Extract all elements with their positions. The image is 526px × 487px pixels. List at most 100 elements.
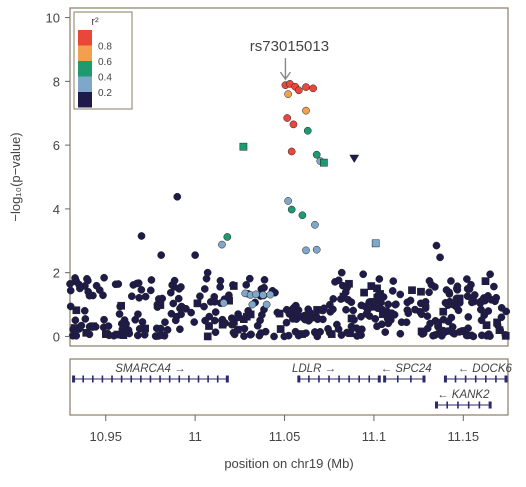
legend-tick-label: 0.6 bbox=[98, 57, 112, 68]
gene-exon bbox=[396, 375, 399, 383]
gene-exon bbox=[338, 375, 340, 383]
snp-point bbox=[333, 320, 341, 329]
gene-label: ← DOCK6 bbox=[458, 363, 513, 375]
gene-exon bbox=[140, 375, 142, 383]
legend-swatch bbox=[78, 92, 92, 108]
snp-point bbox=[302, 329, 310, 338]
snp-point bbox=[384, 300, 393, 309]
snp-point bbox=[439, 307, 448, 316]
gene-label: ← SPC24 bbox=[381, 363, 432, 375]
y-tick-label: 8 bbox=[53, 74, 60, 89]
snp-point-highlight bbox=[302, 106, 310, 115]
snp-point bbox=[431, 331, 439, 339]
snp-point bbox=[100, 273, 108, 282]
gene-exon bbox=[111, 375, 113, 383]
snp-point bbox=[72, 276, 80, 285]
gene-label: LDLR → bbox=[292, 363, 336, 375]
snp-point bbox=[246, 330, 255, 339]
snp-point bbox=[75, 325, 83, 333]
snp-point bbox=[88, 323, 97, 331]
snp-point bbox=[218, 320, 227, 329]
snp-point bbox=[230, 317, 238, 326]
snp-point bbox=[373, 322, 381, 331]
snp-point bbox=[329, 295, 338, 303]
snp-point-highlight bbox=[223, 233, 232, 241]
snp-point bbox=[384, 309, 393, 318]
snp-point bbox=[177, 283, 185, 291]
snp-point bbox=[486, 270, 494, 279]
snp-point bbox=[256, 329, 265, 337]
snp-point bbox=[200, 302, 208, 311]
snp-point bbox=[339, 281, 347, 290]
snp-point bbox=[349, 306, 358, 315]
gene-exon bbox=[446, 401, 449, 409]
snp-point bbox=[417, 327, 426, 336]
gene: ← KANK2 bbox=[434, 389, 492, 409]
gene-exon bbox=[318, 375, 320, 383]
snp-point bbox=[444, 317, 453, 326]
snp-point-highlight bbox=[312, 150, 321, 159]
gene-exon bbox=[207, 375, 209, 383]
snp-point bbox=[411, 305, 419, 314]
x-tick-label: 11.1 bbox=[362, 429, 386, 444]
snp-point bbox=[170, 276, 179, 285]
gene: ← DOCK6 bbox=[443, 363, 513, 383]
snp-point bbox=[326, 307, 335, 316]
snp-point bbox=[284, 331, 293, 340]
snp-point bbox=[482, 321, 491, 330]
snp-point bbox=[167, 309, 176, 318]
snp-point bbox=[196, 292, 204, 301]
gene-track: SMARCA4 → LDLR → ← SPC24 ← DOCK6 ← KANK2 bbox=[69, 358, 513, 416]
snp-point bbox=[336, 295, 345, 303]
gene-exon bbox=[464, 375, 467, 383]
x-tick-label: 11 bbox=[188, 429, 202, 444]
x-axis-label: position on chr19 (Mb) bbox=[224, 456, 353, 471]
snp-point bbox=[334, 276, 343, 285]
snp-point bbox=[111, 280, 120, 289]
gene-exon bbox=[225, 375, 229, 383]
snp-point bbox=[72, 306, 81, 315]
snp-point bbox=[294, 331, 303, 340]
gene-exon bbox=[130, 375, 133, 383]
r2-legend: r² 0.8 0.6 0.4 0.2 bbox=[73, 11, 133, 110]
snp-point bbox=[455, 294, 464, 303]
snp-point bbox=[441, 298, 450, 307]
legend-swatch bbox=[78, 61, 92, 77]
gene-exon bbox=[91, 375, 94, 383]
snp-point bbox=[480, 294, 488, 302]
snp-point bbox=[496, 326, 505, 334]
snp-point-highlight bbox=[248, 300, 257, 309]
snp-point-highlight bbox=[266, 290, 275, 299]
gene-exon bbox=[297, 375, 301, 383]
snp-point bbox=[122, 324, 130, 333]
x-tick-label: 10.95 bbox=[89, 429, 122, 444]
snp-point bbox=[211, 308, 220, 316]
legend-tick-label: 0.4 bbox=[98, 73, 112, 84]
gene-exon bbox=[149, 375, 152, 383]
snp-point bbox=[431, 283, 439, 291]
snp-point bbox=[270, 332, 278, 341]
snp-point-highlight bbox=[294, 86, 303, 95]
snp-point bbox=[476, 299, 485, 308]
snp-point bbox=[84, 276, 92, 285]
gene-exon bbox=[467, 401, 470, 409]
snp-point bbox=[342, 305, 350, 314]
snp-point bbox=[100, 315, 108, 324]
snp-point-highlight bbox=[302, 246, 310, 255]
lead-snp-arrowhead bbox=[279, 71, 291, 81]
snp-point bbox=[242, 281, 251, 289]
snp-point bbox=[84, 287, 93, 296]
legend-swatch bbox=[78, 45, 92, 61]
snp-point bbox=[133, 331, 142, 340]
snp-point-highlight bbox=[302, 83, 310, 91]
snp-point bbox=[273, 308, 282, 317]
gene-exon bbox=[101, 375, 104, 383]
legend-swatch bbox=[78, 76, 92, 92]
snp-point bbox=[467, 294, 476, 303]
snp-point bbox=[129, 281, 138, 289]
snp-point bbox=[201, 316, 209, 325]
gene-track-frame bbox=[69, 358, 509, 416]
gene-label: SMARCA4 → bbox=[115, 363, 185, 375]
y-tick-label: 4 bbox=[53, 202, 60, 217]
snp-point-highlight bbox=[371, 239, 380, 248]
